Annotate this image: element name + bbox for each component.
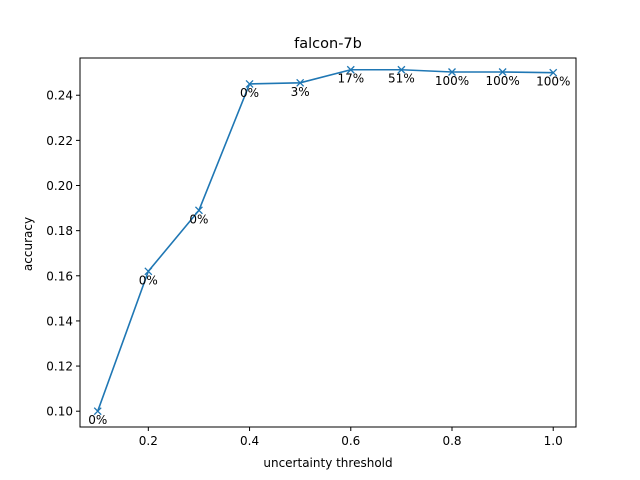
y-tick-label: 0.20	[46, 179, 73, 193]
x-tick-label: 1.0	[544, 434, 563, 448]
x-tick-label: 0.4	[240, 434, 259, 448]
series-line	[96, 68, 554, 412]
y-axis-ticks: 0.10 0.12 0.14 0.16 0.18 0.20 0.22 0.24	[46, 89, 80, 419]
point-label: 51%	[388, 72, 415, 86]
x-axis-ticks: 0.2 0.4 0.6 0.8 1.0	[139, 427, 563, 448]
data-point-marker	[194, 206, 203, 215]
point-label: 100%	[485, 74, 519, 88]
y-tick-label: 0.18	[46, 224, 73, 238]
chart-title: falcon-7b	[294, 36, 362, 52]
data-point-marker	[498, 68, 507, 76]
data-point-marker	[448, 68, 456, 76]
data-point-marker	[144, 267, 153, 276]
point-label: 0%	[88, 413, 107, 427]
x-tick-label: 0.2	[139, 434, 158, 448]
data-point-marker	[245, 79, 254, 88]
point-label: 0%	[139, 273, 158, 287]
y-tick-label: 0.22	[46, 134, 73, 148]
y-tick-label: 0.24	[46, 89, 73, 103]
plot-area-frame	[79, 57, 577, 428]
x-tick-label: 0.8	[442, 434, 461, 448]
point-label: 0%	[189, 212, 208, 226]
y-tick-label: 0.16	[46, 269, 73, 283]
x-axis-label: uncertainty threshold	[263, 456, 392, 470]
point-label: 17%	[337, 72, 364, 86]
point-label: 100%	[435, 74, 469, 88]
y-tick-label: 0.12	[46, 360, 73, 374]
data-point-marker	[296, 78, 305, 87]
series-layer	[96, 68, 554, 412]
marker-layer	[93, 65, 558, 416]
y-tick-label: 0.10	[46, 405, 73, 419]
data-point-marker	[549, 68, 558, 77]
data-point-marker	[346, 65, 355, 74]
data-point-marker	[93, 407, 102, 416]
point-label: 3%	[291, 85, 310, 99]
point-label: 0%	[240, 86, 259, 100]
y-tick-label: 0.14	[46, 314, 73, 328]
x-tick-label: 0.6	[341, 434, 360, 448]
point-labels: 0% 0% 0% 0% 3% 17% 51% 100% 100% 100%	[88, 72, 570, 427]
point-label: 100%	[536, 75, 570, 89]
data-point-marker	[397, 65, 406, 74]
y-axis-label: accuracy	[21, 217, 35, 271]
